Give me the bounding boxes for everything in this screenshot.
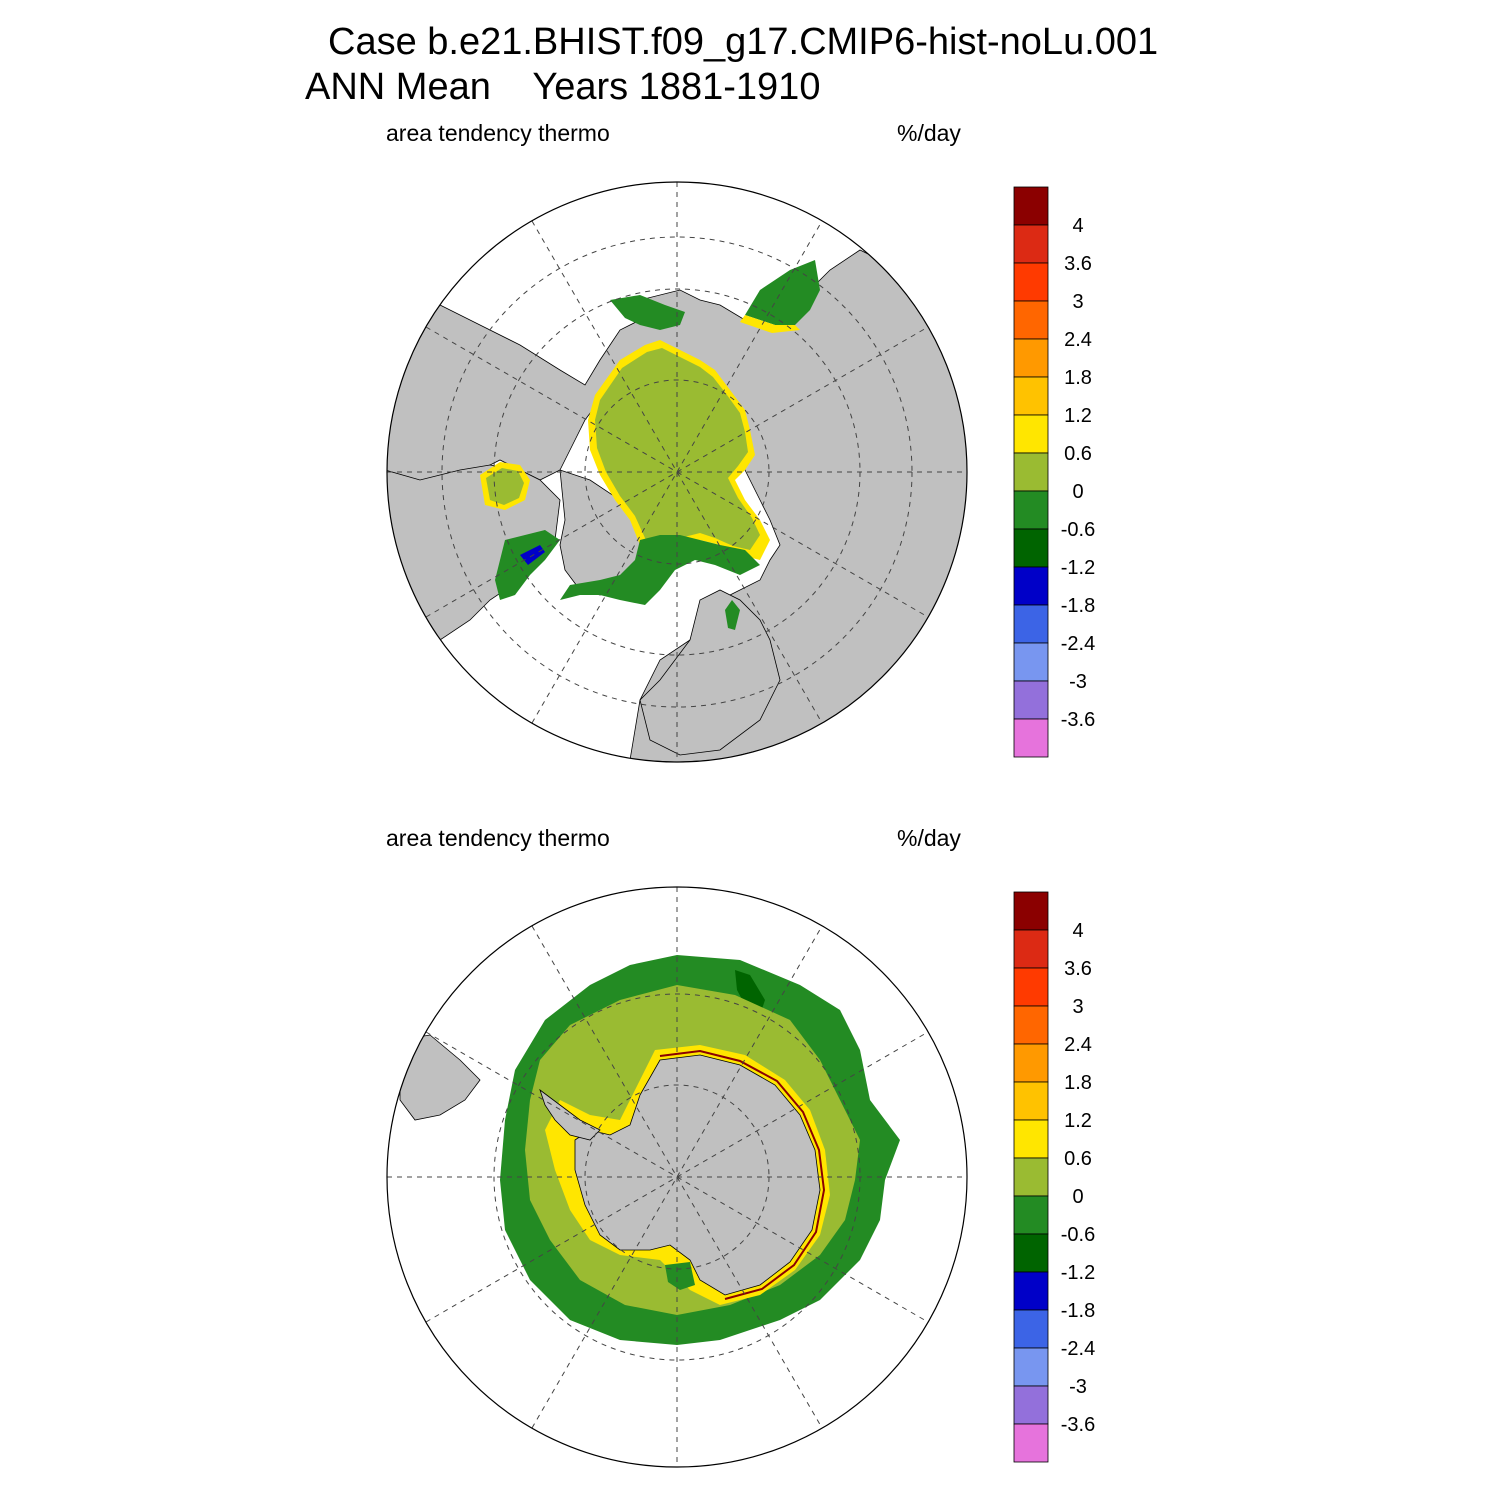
south-units-label: %/day	[897, 825, 961, 851]
south-colorbar-swatch	[1013, 891, 1049, 931]
north-colorbar-tick-label: -0.6	[1061, 519, 1095, 541]
north-colorbar-tick-label: -1.8	[1061, 595, 1095, 617]
south-colorbar-tick-label: -1.2	[1061, 1262, 1095, 1284]
south-colorbar-swatch	[1013, 1119, 1049, 1159]
north-land-europe	[639, 589, 781, 756]
south-colorbar-tick-label: -2.4	[1061, 1338, 1095, 1360]
south-colorbar-swatch	[1013, 1423, 1049, 1463]
south-colorbar-swatch	[1013, 1195, 1049, 1235]
north-ice-east-greenland	[560, 535, 760, 605]
south-colorbar-tick-label: -1.8	[1061, 1300, 1095, 1322]
south-colorbar-tick-label: 0.6	[1064, 1148, 1092, 1170]
north-colorbar: 4 3.6 3 2.4 1.8 1.2 0.6 0 -0.6 -1.2 -1.8 -2.4 -3 -3.6	[1013, 186, 1095, 758]
south-colorbar-swatch	[1013, 1309, 1049, 1349]
south-colorbar-swatch	[1013, 1233, 1049, 1273]
south-colorbar: 4 3.6 3 2.4 1.8 1.2 0.6 0 -0.6 -1.2 -1.8 -2.4 -3 -3.6	[1013, 891, 1095, 1463]
south-polar-map	[386, 886, 968, 1468]
south-colorbar-swatch	[1013, 1043, 1049, 1083]
north-colorbar-swatch	[1013, 566, 1049, 606]
north-colorbar-tick-label: 4	[1072, 215, 1083, 237]
north-colorbar-swatch	[1013, 604, 1049, 644]
south-graticule	[387, 887, 967, 1467]
north-colorbar-swatch	[1013, 300, 1049, 340]
north-colorbar-swatch	[1013, 224, 1049, 264]
south-colorbar-swatch	[1013, 967, 1049, 1007]
north-colorbar-swatch	[1013, 528, 1049, 568]
north-colorbar-swatch	[1013, 718, 1049, 758]
south-variable-label: area tendency thermo	[386, 825, 610, 851]
north-graticule	[387, 182, 967, 762]
north-ice-labrador	[495, 530, 560, 600]
north-colorbar-swatch	[1013, 262, 1049, 302]
south-colorbar-swatch	[1013, 1271, 1049, 1311]
north-ice-baltic	[725, 600, 740, 630]
south-land-south-america	[399, 1034, 481, 1121]
south-colorbar-tick-label: 4	[1072, 920, 1083, 942]
south-colorbar-tick-label: 1.2	[1064, 1110, 1092, 1132]
north-colorbar-swatch	[1013, 642, 1049, 682]
south-coast-max-rim	[659, 1049, 826, 1300]
south-colorbar-swatch	[1013, 1347, 1049, 1387]
case-title: Case b.e21.BHIST.f09_g17.CMIP6-hist-noLu…	[328, 21, 1159, 63]
north-ice-interior	[595, 348, 760, 550]
south-colorbar-swatch	[1013, 1385, 1049, 1425]
north-colorbar-swatch	[1013, 452, 1049, 492]
south-colorbar-tick-label: 2.4	[1064, 1034, 1092, 1056]
north-units-label: %/day	[897, 120, 961, 146]
period-title: ANN Mean Years 1881-1910	[305, 66, 821, 108]
south-colorbar-tick-label: 0	[1072, 1186, 1083, 1208]
north-colorbar-tick-label: 3.6	[1064, 253, 1092, 275]
south-colorbar-tick-label: 1.8	[1064, 1072, 1092, 1094]
north-ice-okhotsk	[745, 260, 820, 325]
north-colorbar-tick-label: 0	[1072, 481, 1083, 503]
north-colorbar-swatch	[1013, 490, 1049, 530]
north-colorbar-tick-label: 0.6	[1064, 443, 1092, 465]
south-colorbar-tick-label: -0.6	[1061, 1224, 1095, 1246]
north-colorbar-swatch	[1013, 376, 1049, 416]
north-colorbar-tick-label: 1.2	[1064, 405, 1092, 427]
south-colorbar-tick-label: -3.6	[1061, 1414, 1095, 1436]
north-colorbar-tick-label: 3	[1072, 291, 1083, 313]
north-colorbar-tick-label: -1.2	[1061, 557, 1095, 579]
south-colorbar-tick-label: 3.6	[1064, 958, 1092, 980]
south-colorbar-tick-label: 3	[1072, 996, 1083, 1018]
north-colorbar-swatch	[1013, 186, 1049, 226]
north-colorbar-tick-label: 1.8	[1064, 367, 1092, 389]
south-colorbar-tick-label: -3	[1069, 1376, 1087, 1398]
north-colorbar-tick-label: -3	[1069, 671, 1087, 693]
north-colorbar-tick-label: 2.4	[1064, 329, 1092, 351]
north-polar-map	[386, 181, 968, 763]
south-ice-ross-patch	[665, 1262, 695, 1290]
north-colorbar-swatch	[1013, 680, 1049, 720]
north-ice-okhotsk-margin	[740, 315, 800, 333]
south-colorbar-swatch	[1013, 1005, 1049, 1045]
north-colorbar-swatch	[1013, 338, 1049, 378]
south-colorbar-swatch	[1013, 1081, 1049, 1121]
south-land-peninsula	[539, 1088, 601, 1141]
north-colorbar-swatch	[1013, 414, 1049, 454]
north-colorbar-tick-label: -2.4	[1061, 633, 1095, 655]
south-colorbar-swatch	[1013, 929, 1049, 969]
north-ice-bering	[610, 295, 685, 330]
south-colorbar-swatch	[1013, 1157, 1049, 1197]
south-ice-dark-patch	[735, 970, 765, 1015]
north-variable-label: area tendency thermo	[386, 120, 610, 146]
north-colorbar-tick-label: -3.6	[1061, 709, 1095, 731]
